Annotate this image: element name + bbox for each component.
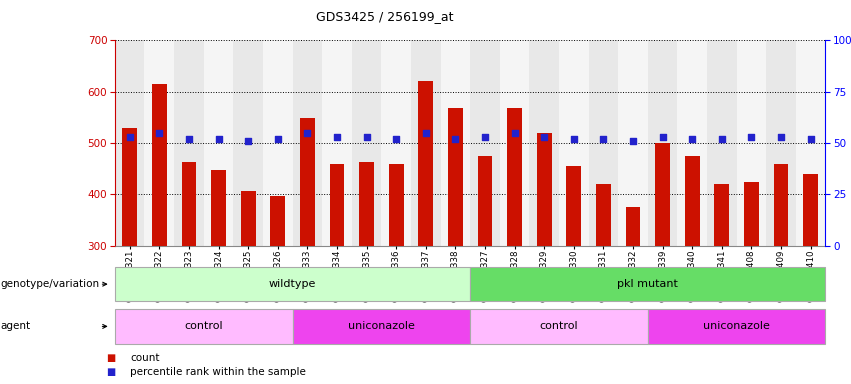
Text: uniconazole: uniconazole xyxy=(703,321,770,331)
Bar xyxy=(300,118,315,246)
Point xyxy=(685,136,699,142)
Bar xyxy=(470,309,648,344)
Point xyxy=(212,136,226,142)
Point xyxy=(597,136,610,142)
Bar xyxy=(707,40,737,246)
Bar xyxy=(241,191,255,246)
Text: control: control xyxy=(540,321,579,331)
Bar xyxy=(293,309,470,344)
Bar xyxy=(145,40,174,246)
Bar xyxy=(271,196,285,246)
Bar xyxy=(477,156,493,246)
Bar xyxy=(744,182,759,246)
Point xyxy=(774,134,788,140)
Point xyxy=(182,136,196,142)
Point xyxy=(567,136,580,142)
Bar xyxy=(115,40,145,246)
Point xyxy=(626,138,640,144)
Text: pkl mutant: pkl mutant xyxy=(617,279,678,289)
Bar xyxy=(263,40,293,246)
Bar xyxy=(567,166,581,246)
Point xyxy=(508,130,522,136)
Text: GDS3425 / 256199_at: GDS3425 / 256199_at xyxy=(317,10,454,23)
Bar xyxy=(685,156,700,246)
Bar xyxy=(203,40,233,246)
Text: genotype/variation: genotype/variation xyxy=(1,279,100,289)
Bar xyxy=(677,40,707,246)
Point xyxy=(152,130,166,136)
Bar xyxy=(507,108,522,246)
Bar xyxy=(737,40,766,246)
Bar xyxy=(115,267,470,301)
Bar xyxy=(389,164,403,246)
Bar xyxy=(448,108,463,246)
Text: agent: agent xyxy=(1,321,31,331)
Bar xyxy=(470,267,825,301)
Bar xyxy=(123,127,137,246)
Text: ■: ■ xyxy=(106,353,116,363)
Bar xyxy=(359,162,374,246)
Bar xyxy=(537,133,551,246)
Bar xyxy=(500,40,529,246)
Text: uniconazole: uniconazole xyxy=(348,321,414,331)
Bar xyxy=(803,174,818,246)
Bar xyxy=(233,40,263,246)
Bar xyxy=(618,40,648,246)
Bar xyxy=(559,40,589,246)
Bar xyxy=(441,40,470,246)
Bar xyxy=(655,143,670,246)
Bar xyxy=(211,170,226,246)
Point xyxy=(300,130,314,136)
Bar xyxy=(151,84,167,246)
Text: wildtype: wildtype xyxy=(269,279,317,289)
Bar xyxy=(351,40,381,246)
Point xyxy=(478,134,492,140)
Bar xyxy=(625,207,641,246)
Point xyxy=(419,130,432,136)
Bar xyxy=(293,40,323,246)
Bar xyxy=(470,40,500,246)
Text: ■: ■ xyxy=(106,367,116,377)
Point xyxy=(123,134,136,140)
Bar xyxy=(115,309,293,344)
Bar xyxy=(796,40,825,246)
Bar xyxy=(589,40,618,246)
Bar xyxy=(648,309,825,344)
Point xyxy=(330,134,344,140)
Point xyxy=(271,136,284,142)
Text: count: count xyxy=(130,353,160,363)
Bar xyxy=(596,184,611,246)
Point xyxy=(448,136,462,142)
Bar xyxy=(648,40,677,246)
Point xyxy=(390,136,403,142)
Point xyxy=(745,134,758,140)
Bar xyxy=(529,40,559,246)
Bar xyxy=(329,164,345,246)
Bar xyxy=(174,40,203,246)
Point xyxy=(242,138,255,144)
Point xyxy=(715,136,728,142)
Bar xyxy=(715,184,729,246)
Point xyxy=(804,136,818,142)
Point xyxy=(537,134,551,140)
Text: percentile rank within the sample: percentile rank within the sample xyxy=(130,367,306,377)
Bar xyxy=(766,40,796,246)
Bar xyxy=(181,162,197,246)
Bar xyxy=(411,40,441,246)
Bar xyxy=(774,164,789,246)
Bar xyxy=(323,40,351,246)
Point xyxy=(656,134,670,140)
Text: control: control xyxy=(185,321,223,331)
Bar xyxy=(381,40,411,246)
Bar xyxy=(419,81,433,246)
Point xyxy=(360,134,374,140)
